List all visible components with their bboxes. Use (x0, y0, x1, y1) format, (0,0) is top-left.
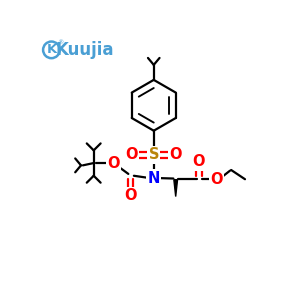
Text: N: N (148, 171, 160, 186)
Text: S: S (148, 148, 159, 163)
Text: O: O (107, 155, 120, 170)
Text: O: O (193, 154, 205, 169)
Text: Kuujia: Kuujia (55, 41, 114, 59)
Text: O: O (126, 148, 138, 163)
Text: ®: ® (57, 40, 63, 45)
Polygon shape (174, 180, 178, 196)
Text: O: O (124, 188, 137, 203)
Text: O: O (210, 172, 222, 187)
Text: K: K (46, 44, 56, 56)
Text: O: O (169, 148, 182, 163)
